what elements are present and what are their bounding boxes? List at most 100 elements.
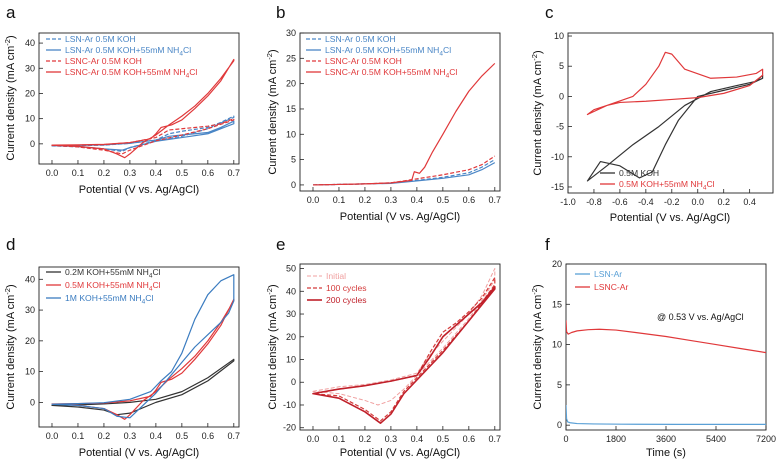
panel-e-ytick-label: 0 <box>291 377 296 387</box>
panel-f-annotation: @ 0.53 V vs. Ag/AgCl <box>657 312 744 322</box>
panel-e-ytick-label: 10 <box>286 355 296 365</box>
panel-d-xtick-label: 0.1 <box>72 431 85 441</box>
panel-b-xtick-label: 0.1 <box>333 195 346 205</box>
panel-f-ylabel: Current density (mA cm-2) <box>530 284 544 409</box>
panel-c-ytick-label: 10 <box>554 31 564 41</box>
panel-c-xtick-label: -0.6 <box>612 197 628 207</box>
panel-e: 0.0 0.1 0.2 0.3 0.4 0.5 0.6 0.7 -20 -10 0 10 20 30 40 5… <box>265 235 501 459</box>
panel-a-legend-label: LSNC-Ar 0.5M KOH+55mM NH4Cl <box>65 67 197 80</box>
panel-d-xtick-label: 0.0 <box>46 431 59 441</box>
panel-e-ytick-label: 50 <box>286 264 296 274</box>
panel-e-series-line <box>312 285 496 424</box>
panel-a-series-line <box>51 58 235 159</box>
panel-c-ytick-label: -5 <box>556 122 564 132</box>
panel-c-ytick-label: -15 <box>551 182 564 192</box>
panel-b: 0.0 0.1 0.2 0.3 0.4 0.5 0.6 0.7 0 5 10 15 20 25 30 LSN… <box>265 3 501 223</box>
panel-b-xtick-label: 0.3 <box>385 195 398 205</box>
panel-b-series-line <box>312 62 496 186</box>
panel-c-xtick-label: -0.8 <box>586 197 602 207</box>
panel-a-ytick-label: 30 <box>25 63 35 73</box>
panel-a-ytick-label: 20 <box>25 88 35 98</box>
panel-d-xtick-label: 0.2 <box>98 431 111 441</box>
panel-b-ytick-label: 10 <box>286 129 296 139</box>
panel-e-ytick-label: -10 <box>283 400 296 410</box>
panel-e-ytick-label: 30 <box>286 309 296 319</box>
panel-d-xtick-label: 0.4 <box>150 431 163 441</box>
panel-e-legend-label: 200 cycles <box>326 295 367 305</box>
panel-d-plot: 0.0 0.1 0.2 0.3 0.4 0.5 0.6 0.7 0 10 20 30 40 <box>25 274 240 441</box>
panel-e-legend: Initial 100 cycles 200 cycles <box>307 271 367 305</box>
panel-f-ytick-label: 20 <box>552 259 562 269</box>
panel-b-ylabel: Current density (mA cm-2) <box>265 49 279 174</box>
panel-f-legend-label: LSNC-Ar <box>594 282 629 292</box>
panel-e-label: e <box>276 235 285 254</box>
panel-a-legend-label: LSNC-Ar 0.5M KOH <box>65 56 142 66</box>
panel-e-ytick-label: 20 <box>286 332 296 342</box>
panel-a-plot: 0.0 0.1 0.2 0.3 0.4 0.5 0.6 0.7 0 10 20 30 40 <box>25 38 240 178</box>
panel-c-legend-label: 0.5M KOH <box>619 168 659 178</box>
panel-f-xlabel: Time (s) <box>646 447 686 459</box>
panel-d-ytick-label: 30 <box>25 305 35 315</box>
panel-b-legend-label: LSNC-Ar 0.5M KOH <box>325 56 402 66</box>
panel-f-xtick-label: 5400 <box>706 434 726 444</box>
panel-c-xtick-label: 0.2 <box>717 197 730 207</box>
panel-e-xtick-label: 0.5 <box>437 434 450 444</box>
panel-d-ytick-label: 0 <box>30 397 35 407</box>
panel-f-ytick-label: 0 <box>557 420 562 430</box>
panel-a-xlabel: Potential (V vs. Ag/AgCl) <box>79 184 199 196</box>
panel-a-ytick-label: 40 <box>25 38 35 48</box>
panel-c-xtick-label: -0.4 <box>638 197 654 207</box>
panel-f-ytick-label: 10 <box>552 340 562 350</box>
panel-e-xtick-label: 0.7 <box>489 434 502 444</box>
panel-b-ytick-label: 30 <box>286 28 296 38</box>
panel-c-xtick-label: -0.2 <box>664 197 680 207</box>
panel-c-xtick-label: 0.0 <box>691 197 704 207</box>
panel-c-label: c <box>545 3 554 22</box>
panel-d-xtick-label: 0.6 <box>202 431 215 441</box>
panel-b-frame <box>299 32 501 192</box>
panel-f-ytick-label: 5 <box>557 380 562 390</box>
panel-d-ytick-label: 40 <box>25 274 35 284</box>
panel-d-series-line <box>51 358 235 416</box>
panel-e-xtick-label: 0.4 <box>411 434 424 444</box>
panel-c-ytick-label: 0 <box>559 91 564 101</box>
panel-f-xtick-label: 3600 <box>656 434 676 444</box>
panel-f-xtick-label: 7200 <box>756 434 776 444</box>
panel-d-frame <box>38 266 240 428</box>
panel-c-ytick-label: -10 <box>551 152 564 162</box>
panel-a-xtick-label: 0.5 <box>176 168 189 178</box>
panel-e-ylabel: Current density (mA cm-2) <box>265 284 279 409</box>
panel-b-ytick-label: 15 <box>286 104 296 114</box>
panel-c-ytick-label: 5 <box>559 61 564 71</box>
panel-b-xtick-label: 0.7 <box>489 195 502 205</box>
panel-b-xtick-label: 0.5 <box>437 195 450 205</box>
panel-c-series-line <box>586 51 764 116</box>
panel-a-series-line <box>51 118 235 155</box>
panel-a: 0.0 0.1 0.2 0.3 0.4 0.5 0.6 0.7 0 10 20 30 40 LSN-Ar… <box>3 3 240 196</box>
panel-f-series-line <box>566 320 766 354</box>
panel-d-ylabel: Current density (mA cm-2) <box>3 284 17 409</box>
panel-f-xtick-label: 0 <box>563 434 568 444</box>
panel-b-ytick-label: 0 <box>291 180 296 190</box>
panel-a-xtick-label: 0.1 <box>72 168 85 178</box>
panel-e-xtick-label: 0.3 <box>385 434 398 444</box>
panel-a-ytick-label: 10 <box>25 114 35 124</box>
panel-d-ytick-label: 20 <box>25 336 35 346</box>
panel-e-frame <box>299 263 501 431</box>
panel-a-xtick-label: 0.7 <box>228 168 241 178</box>
panel-d-label: d <box>6 235 15 254</box>
panel-e-xtick-label: 0.6 <box>463 434 476 444</box>
panel-a-frame <box>38 32 240 165</box>
panel-e-plot: 0.0 0.1 0.2 0.3 0.4 0.5 0.6 0.7 -20 -10 0 10 20 30 40 5… <box>283 264 501 444</box>
panel-e-xtick-label: 0.1 <box>333 434 346 444</box>
panel-a-xtick-label: 0.6 <box>202 168 215 178</box>
panel-b-legend-label: LSN-Ar 0.5M KOH <box>325 34 396 44</box>
panel-c-frame <box>567 32 774 194</box>
panel-e-ytick-label: -20 <box>283 423 296 433</box>
panel-f-legend-label: LSN-Ar <box>594 269 622 279</box>
panel-e-xlabel: Potential (V vs. Ag/AgCl) <box>340 447 460 459</box>
panel-b-xlabel: Potential (V vs. Ag/AgCl) <box>340 211 460 223</box>
panel-a-ylabel: Current density (mA cm-2) <box>3 35 17 160</box>
